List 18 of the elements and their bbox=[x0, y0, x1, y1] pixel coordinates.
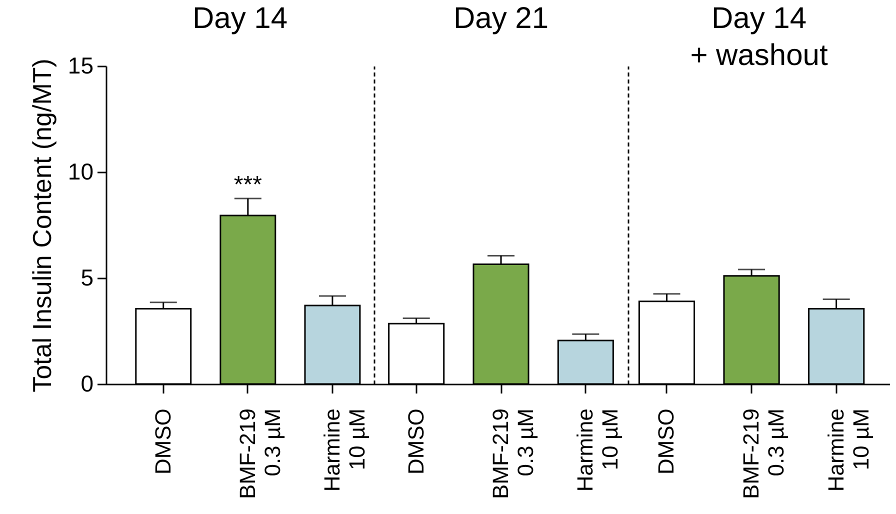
chart-title: Day 14 + washout bbox=[690, 2, 828, 72]
y-axis-title: Total Insulin Content (ng/MT) bbox=[26, 58, 57, 392]
annotation: *** bbox=[234, 172, 262, 198]
x-tick-label: DMSO bbox=[150, 408, 176, 474]
x-tick-label: BMF-219 0.3 µM bbox=[234, 408, 285, 499]
x-tick-label: BMF-219 0.3 µM bbox=[738, 408, 789, 499]
x-tick-label: DMSO bbox=[654, 408, 679, 474]
y-tick-label: 5 bbox=[80, 264, 94, 290]
y-tick-label: 10 bbox=[68, 158, 94, 184]
x-tick-label: BMF-219 0.3 µM bbox=[488, 408, 538, 499]
x-tick-label: Harmine 10 µM bbox=[823, 408, 874, 492]
x-tick-label: Harmine 10 µM bbox=[572, 408, 623, 492]
y-tick-label: 15 bbox=[68, 52, 94, 78]
chart-title: Day 21 bbox=[453, 2, 549, 35]
y-tick-label: 0 bbox=[80, 370, 94, 396]
x-tick-label: DMSO bbox=[403, 408, 428, 474]
chart-title: Day 14 bbox=[192, 2, 288, 35]
x-tick-label: Harmine 10 µM bbox=[319, 408, 370, 492]
